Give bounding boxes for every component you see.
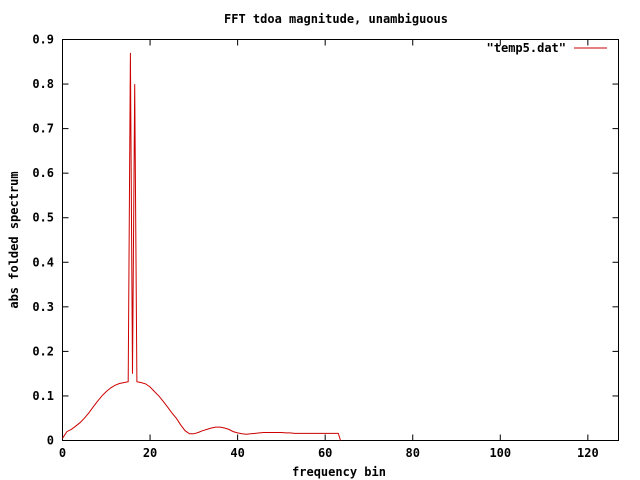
y-tick-label: 0.5 [32,211,54,225]
y-tick-label: 0 [47,434,54,448]
x-tick-label: 60 [318,446,332,460]
y-tick-label: 0.6 [32,166,54,180]
legend: "temp5.dat" [487,41,607,55]
x-axis: 0 20 40 60 80 100 120 [59,39,599,460]
x-tick-label: 20 [143,446,157,460]
x-axis-label: frequency bin [292,465,386,479]
y-tick-label: 0.9 [32,33,54,47]
x-tick-label: 40 [230,446,244,460]
y-tick-label: 0.2 [32,344,54,358]
y-tick-label: 0.1 [32,389,54,403]
x-tick-label: 0 [59,446,66,460]
y-tick-label: 0.4 [32,255,54,269]
y-tick-label: 0.7 [32,122,54,136]
y-tick-label: 0.3 [32,300,54,314]
plot-frame [62,39,619,441]
y-axis-label: abs folded spectrum [7,171,21,308]
y-axis: 0 0.1 0.2 0.3 0.4 0.5 0.6 0.7 0.8 0.9 [32,33,619,448]
x-tick-label: 120 [577,446,599,460]
legend-label: "temp5.dat" [487,41,566,55]
y-tick-label: 0.8 [32,77,54,91]
chart-title: FFT tdoa magnitude, unambiguous [224,12,448,26]
x-tick-label: 80 [406,446,420,460]
x-tick-label: 100 [489,446,511,460]
series-line-temp5 [62,52,341,441]
